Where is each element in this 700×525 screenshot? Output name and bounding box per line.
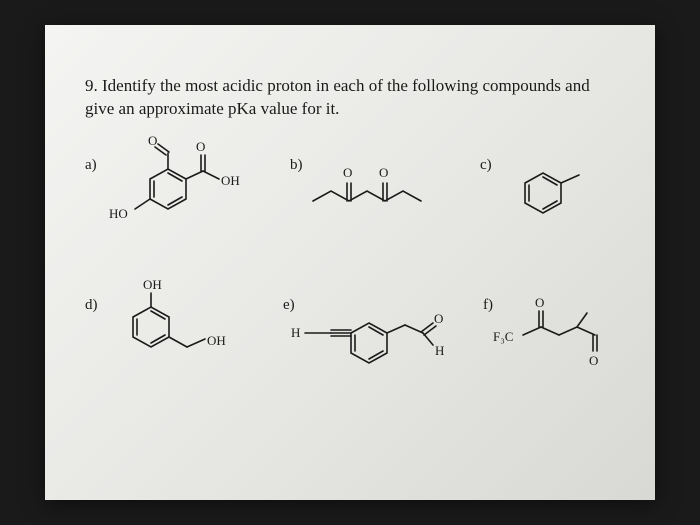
label-d: d) bbox=[85, 297, 98, 314]
f3c-label: F₃C bbox=[493, 329, 513, 344]
structure-d: OH OH bbox=[103, 269, 263, 389]
oh-d1: OH bbox=[143, 277, 162, 292]
oxygen-e: O bbox=[434, 311, 443, 326]
structure-f: F₃C O O bbox=[485, 287, 655, 387]
oh-label: OH bbox=[221, 173, 240, 188]
oxygen-label: O bbox=[196, 139, 205, 154]
alkyne-h: H bbox=[291, 325, 300, 340]
structure-a: O OH HO O bbox=[95, 131, 265, 261]
oxygen-f2: O bbox=[589, 353, 598, 368]
row-1: a) O OH HO O bbox=[85, 139, 615, 269]
oxygen-b1: O bbox=[343, 165, 352, 180]
ho-label: HO bbox=[109, 206, 128, 221]
structure-e: H O H bbox=[285, 287, 485, 387]
question-body: Identify the most acidic proton in each … bbox=[85, 76, 590, 118]
structure-c bbox=[495, 147, 605, 227]
oh-d2: OH bbox=[207, 333, 226, 348]
row-2: d) OH OH e) bbox=[85, 269, 615, 409]
aldehyde-h: H bbox=[435, 343, 444, 358]
worksheet-page: 9. Identify the most acidic proton in ea… bbox=[45, 25, 655, 500]
structure-b: O O bbox=[303, 151, 453, 231]
label-b: b) bbox=[290, 157, 303, 174]
oxygen-label-2: O bbox=[148, 133, 157, 148]
oxygen-b2: O bbox=[379, 165, 388, 180]
oxygen-f1: O bbox=[535, 295, 544, 310]
label-c: c) bbox=[480, 157, 492, 174]
question-text: 9. Identify the most acidic proton in ea… bbox=[85, 75, 615, 121]
question-number: 9. bbox=[85, 76, 98, 95]
